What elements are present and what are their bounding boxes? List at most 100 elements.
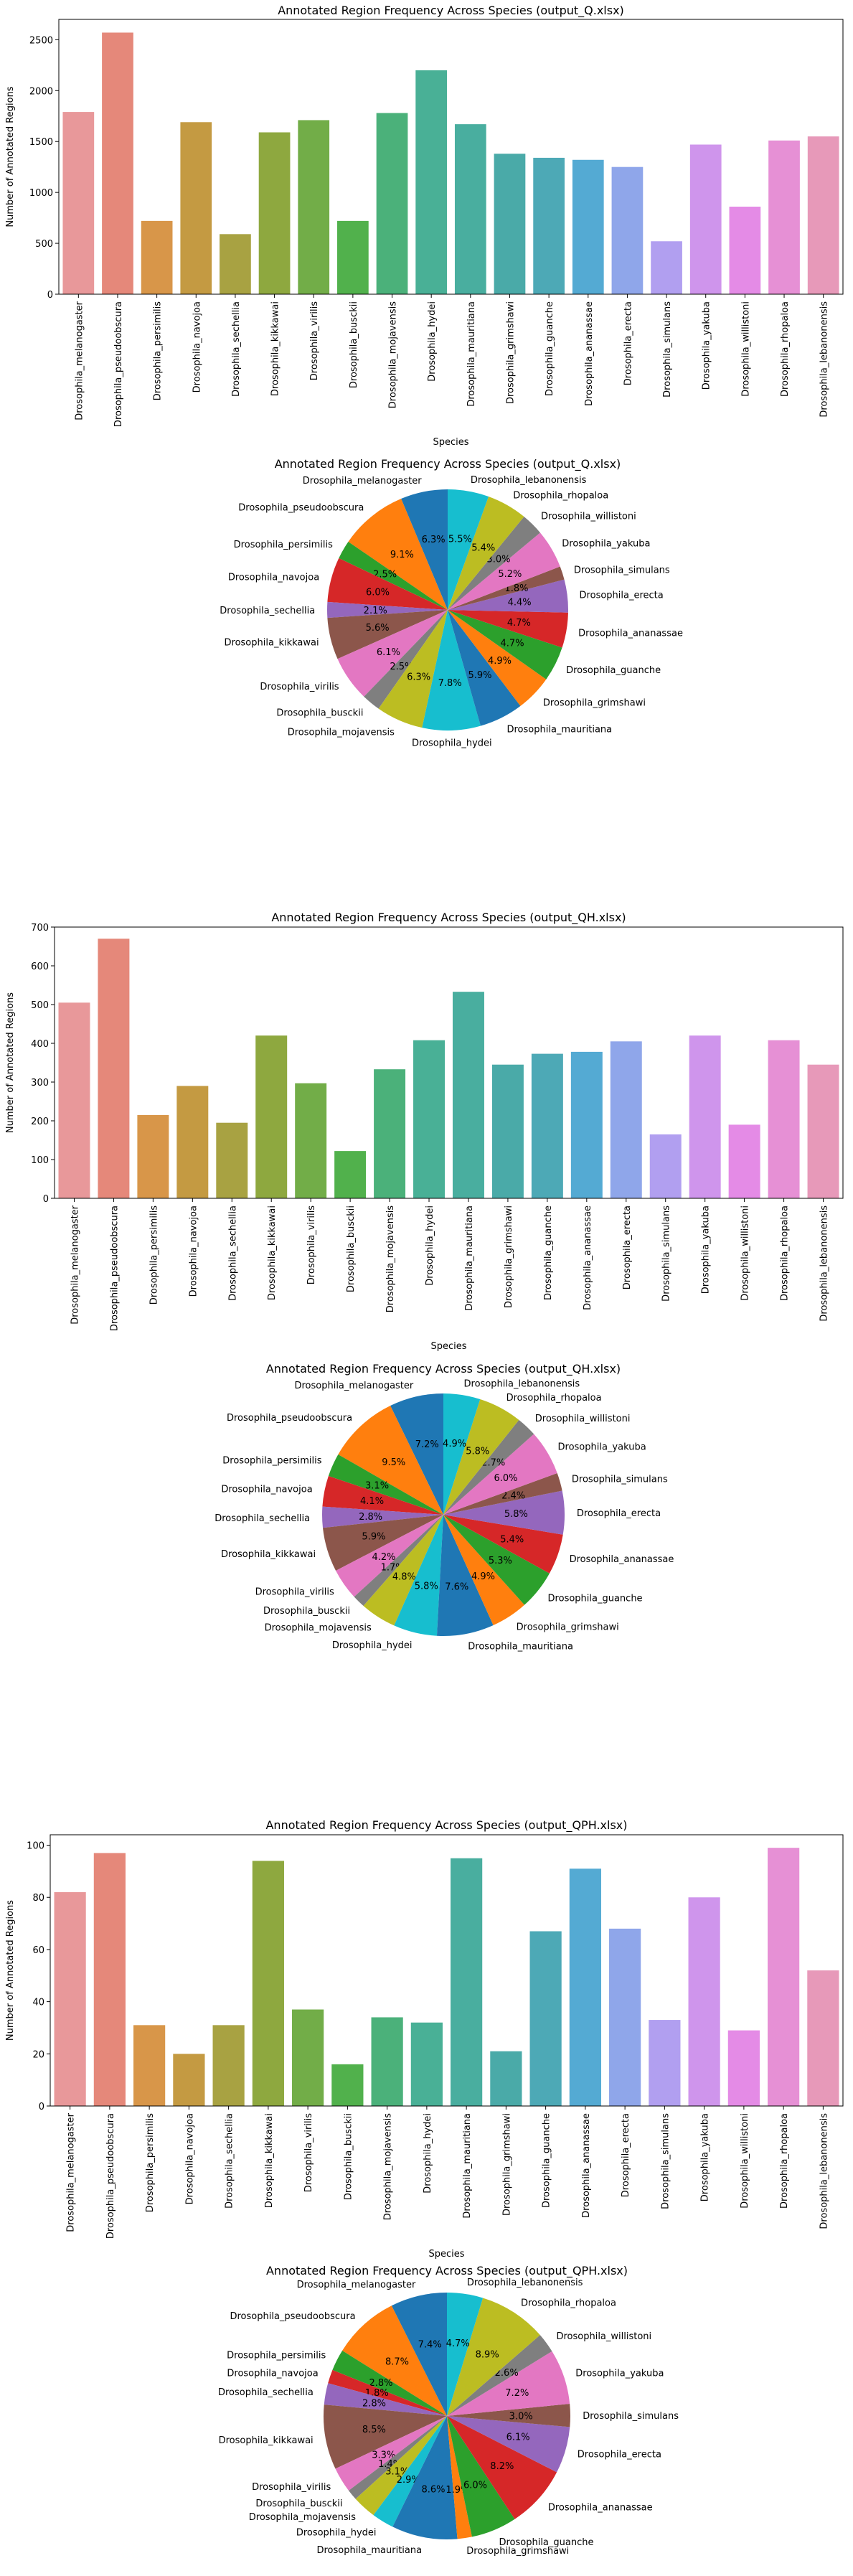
y-tick-label: 80 bbox=[32, 1893, 44, 1904]
pie-slice bbox=[447, 2293, 484, 2416]
pie-percent-label: 4.7% bbox=[446, 2338, 470, 2349]
x-tick-label: Drosophila_ananassae bbox=[584, 301, 595, 406]
pie-slice-label: Drosophila_melanogaster bbox=[297, 2280, 416, 2290]
x-tick-label: Drosophila_mauritiana bbox=[466, 301, 477, 407]
pie-slice-label: Drosophila_kikkawai bbox=[219, 2435, 314, 2446]
x-tick-label: Drosophila_melanogaster bbox=[74, 301, 85, 420]
y-axis-label: Number of Annotated Regions bbox=[5, 86, 16, 227]
bar bbox=[54, 1891, 86, 2106]
pie-slice bbox=[364, 610, 448, 709]
pie-slice-label: Drosophila_virilis bbox=[252, 2482, 331, 2493]
bar bbox=[490, 2051, 522, 2106]
bar bbox=[258, 132, 291, 294]
y-tick-label: 0 bbox=[47, 290, 53, 301]
x-axis-label: Species bbox=[428, 2249, 464, 2260]
pie-slice bbox=[335, 2416, 447, 2491]
pie-percent-label: 6.1% bbox=[377, 647, 400, 658]
pie-slice-label: Drosophila_navojoa bbox=[221, 1485, 312, 1495]
pie-percent-label: 4.2% bbox=[372, 1552, 395, 1563]
bar bbox=[371, 2017, 403, 2106]
pie-percent-label: 4.7% bbox=[507, 618, 531, 629]
bar bbox=[337, 220, 369, 294]
pie-slice bbox=[348, 499, 448, 610]
pie-slice-label: Drosophila_pseudoobscura bbox=[238, 503, 364, 514]
bar bbox=[768, 1848, 800, 2106]
bar bbox=[173, 2054, 205, 2106]
pie-slice bbox=[324, 2383, 447, 2416]
pie-slice bbox=[328, 2369, 447, 2416]
x-tick-label: Drosophila_sechellia bbox=[225, 2113, 235, 2209]
y-tick-label: 0 bbox=[43, 1194, 49, 1205]
pie-slice-label: Drosophila_simulans bbox=[574, 565, 670, 575]
pie-slice bbox=[336, 1515, 443, 1597]
x-tick-label: Drosophila_sechellia bbox=[231, 301, 242, 397]
pie-slice-label: Drosophila_ananassae bbox=[570, 1554, 674, 1565]
bar bbox=[494, 154, 526, 294]
x-tick-label: Drosophila_simulans bbox=[661, 1205, 672, 1302]
pie-percent-label: 3.3% bbox=[372, 2450, 395, 2461]
pie-percent-label: 9.5% bbox=[382, 1457, 405, 1468]
pie-slice bbox=[327, 601, 448, 619]
y-tick-label: 40 bbox=[32, 1998, 44, 2008]
pie-percent-label: 4.9% bbox=[488, 656, 512, 667]
pie-slice-label: Drosophila_sechellia bbox=[220, 606, 315, 616]
pie-percent-label: 7.8% bbox=[438, 678, 462, 689]
bar bbox=[374, 1069, 406, 1198]
pie-slice bbox=[448, 532, 560, 610]
x-tick-label: Drosophila_grimshawi bbox=[504, 1205, 514, 1308]
y-tick-label: 0 bbox=[39, 2102, 44, 2112]
x-tick-label: Drosophila_willistoni bbox=[740, 1205, 751, 1301]
pie-slice-label: Drosophila_kikkawai bbox=[221, 1549, 316, 1560]
pie-slice bbox=[447, 2416, 557, 2519]
pie-slice-label: Drosophila_kikkawai bbox=[225, 637, 319, 648]
pie-slice-label: Drosophila_melanogaster bbox=[303, 476, 422, 486]
pie-chart-2: Annotated Region Frequency Across Specie… bbox=[218, 2264, 679, 2557]
pie-slice-label: Drosophila_ananassae bbox=[548, 2502, 653, 2513]
pie-percent-label: 4.9% bbox=[471, 1571, 495, 1582]
pie-percent-label: 7.6% bbox=[445, 1582, 468, 1593]
x-tick-label: Drosophila_lebanonensis bbox=[819, 301, 830, 418]
x-tick-label: Drosophila_yakuba bbox=[701, 1205, 712, 1294]
y-tick-label: 100 bbox=[31, 1155, 49, 1166]
pie-percent-label: 4.8% bbox=[392, 1571, 416, 1582]
bar bbox=[292, 2009, 324, 2106]
pie-slice-label: Drosophila_hydei bbox=[296, 2528, 377, 2539]
bar bbox=[62, 112, 95, 294]
x-tick-label: Drosophila_persimilis bbox=[153, 301, 164, 400]
x-tick-label: Drosophila_guanche bbox=[545, 301, 555, 396]
bar bbox=[93, 1853, 126, 2106]
pie-percent-label: 8.7% bbox=[385, 2357, 409, 2368]
pie-slice-label: Drosophila_hydei bbox=[332, 1640, 413, 1651]
pie-percent-label: 2.1% bbox=[364, 606, 387, 616]
pie-slice bbox=[322, 1515, 443, 1571]
x-tick-label: Drosophila_grimshawi bbox=[501, 2113, 512, 2216]
pie-slice-label: Drosophila_virilis bbox=[255, 1587, 334, 1598]
pie-slice bbox=[447, 2335, 552, 2416]
pie-percent-label: 8.5% bbox=[362, 2425, 386, 2435]
bar bbox=[688, 1897, 720, 2106]
pie-percent-label: 7.2% bbox=[415, 1439, 439, 1450]
pie-slice bbox=[354, 1515, 443, 1607]
pie-percent-label: 4.7% bbox=[501, 638, 524, 649]
pie-slice-label: Drosophila_simulans bbox=[583, 2411, 679, 2422]
bar bbox=[729, 207, 761, 294]
pie-percent-label: 6.1% bbox=[506, 2432, 530, 2443]
x-tick-label: Drosophila_grimshawi bbox=[505, 301, 516, 404]
x-tick-label: Drosophila_mojavensis bbox=[388, 301, 399, 408]
pie-slice-label: Drosophila_erecta bbox=[577, 1508, 661, 1519]
pie-slice-label: Drosophila_busckii bbox=[263, 1606, 350, 1617]
pie-percent-label: 3.0% bbox=[486, 554, 510, 565]
pie-slice bbox=[339, 541, 448, 610]
bar bbox=[454, 124, 486, 294]
pie-percent-label: 8.9% bbox=[476, 2349, 499, 2360]
bar bbox=[252, 1861, 284, 2106]
x-tick-label: Drosophila_pseudoobscura bbox=[109, 1205, 120, 1331]
bar bbox=[298, 120, 330, 294]
pie-percent-label: 6.3% bbox=[407, 672, 430, 682]
pie-slice bbox=[322, 1475, 443, 1515]
y-tick-label: 100 bbox=[27, 1841, 44, 1852]
bar bbox=[572, 159, 604, 294]
x-tick-label: Drosophila_navojoa bbox=[192, 301, 202, 392]
pie-slice bbox=[447, 2403, 570, 2427]
